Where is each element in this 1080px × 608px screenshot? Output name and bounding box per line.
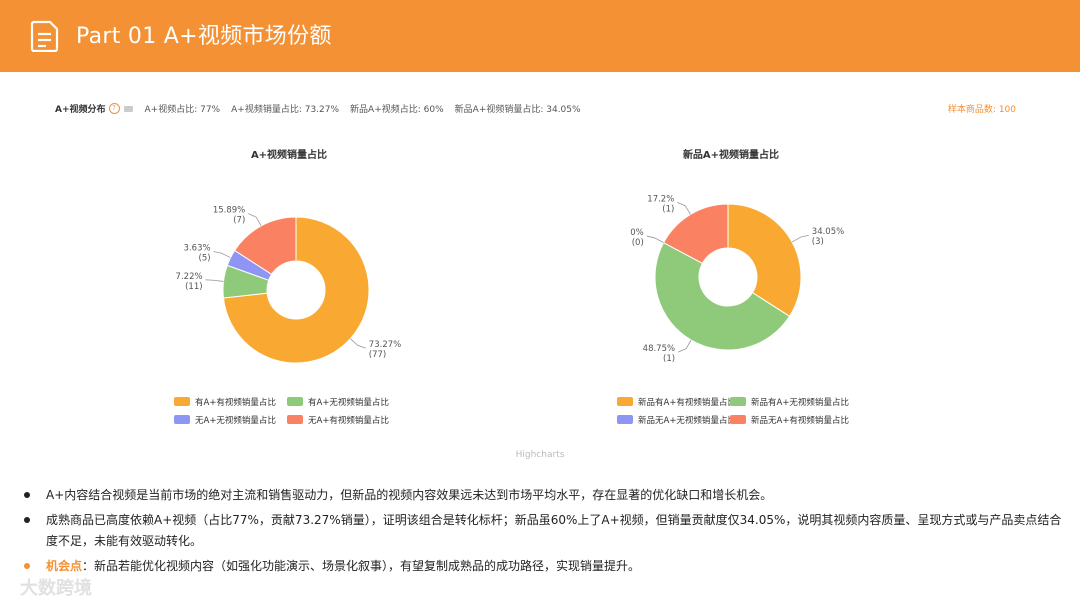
watermark-logo: 大数跨境 xyxy=(20,578,92,599)
pie-slice[interactable] xyxy=(662,203,729,265)
stats-label: A+视频分布 xyxy=(55,105,106,115)
legend-label: 有A+有视频销量占比 xyxy=(195,397,276,408)
data-count: (11) xyxy=(185,282,202,292)
label-connector xyxy=(213,251,231,259)
label-connector xyxy=(205,279,224,282)
chart-credit[interactable]: Highcharts xyxy=(515,450,565,460)
bullet-text: A+内容结合视频是当前市场的绝对主流和销售驱动力，但新品的视频内容效果远未达到市… xyxy=(46,488,773,502)
data-count: (3) xyxy=(812,237,824,247)
bullet-text: 成熟商品已高度依赖A+视频（占比77%，贡献73.27%销量），证明该组合是转化… xyxy=(46,513,1062,548)
help-icon[interactable]: ? xyxy=(108,103,120,114)
legend-label: 无A+有视频销量占比 xyxy=(308,415,389,426)
document-icon xyxy=(30,20,59,52)
stat-item: 新品A+视频占比: 60% xyxy=(350,105,444,115)
legend-item[interactable]: 新品无A+无视频销量占比 xyxy=(617,415,736,426)
chart-title: 新品A+视频销量占比 xyxy=(683,148,779,161)
legend-item[interactable]: 新品有A+有视频销量占比 xyxy=(617,397,736,408)
data-label: 48.75% xyxy=(643,344,675,354)
legend-label: 新品无A+无视频销量占比 xyxy=(638,415,736,426)
data-label: 34.05% xyxy=(812,227,844,237)
data-label: 7.22% xyxy=(176,272,203,282)
legend-label: 无A+无视频销量占比 xyxy=(195,415,276,426)
page-title: Part 01 A+视频市场份额 xyxy=(76,24,332,49)
legend-item[interactable]: 有A+无视频销量占比 xyxy=(287,397,389,408)
data-count: (7) xyxy=(233,216,245,226)
label-connector xyxy=(646,235,664,243)
legend-swatch xyxy=(174,415,190,424)
legend-label: 有A+无视频销量占比 xyxy=(308,397,389,408)
list-item: A+内容结合视频是当前市场的绝对主流和销售驱动力，但新品的视频内容效果远未达到市… xyxy=(22,485,1062,506)
pie-slice[interactable] xyxy=(727,203,802,317)
legend-label: 新品有A+无视频销量占比 xyxy=(751,397,849,408)
data-label: 73.27% xyxy=(369,340,401,350)
insight-list: A+内容结合视频是当前市场的绝对主流和销售驱动力，但新品的视频内容效果远未达到市… xyxy=(22,485,1062,581)
label-connector xyxy=(677,202,691,215)
data-count: (5) xyxy=(199,253,211,263)
stats-bar: A+视频分布 ? A+视频占比: 77% A+视频销量占比: 73.27% 新品… xyxy=(55,102,592,115)
bullet-dot-icon xyxy=(24,492,30,498)
data-count: (1) xyxy=(662,204,674,214)
label-connector xyxy=(248,213,262,227)
data-count: (0) xyxy=(632,238,644,248)
pie-chart: A+视频销量占比 73.27%(77) 7.22%(11) 3.63%(5) 15.89… xyxy=(174,148,401,426)
pie-slice[interactable] xyxy=(222,216,370,364)
bullet-text: ：新品若能优化视频内容（如强化功能演示、场景化叙事），有望复制成熟品的成功路径，… xyxy=(82,559,641,573)
legend-swatch xyxy=(617,415,633,424)
pie-chart: 新品A+视频销量占比34.05%(3)48.75%(1)0%(0)17.2%(1… xyxy=(617,148,849,426)
legend-label: 新品有A+有视频销量占比 xyxy=(638,397,736,408)
chart-title: A+视频销量占比 xyxy=(251,148,327,161)
bullet-dot-icon xyxy=(24,563,30,569)
stat-item: 新品A+视频销量占比: 34.05% xyxy=(454,105,581,115)
data-label: 0% xyxy=(630,228,644,238)
video-icon xyxy=(123,105,133,112)
pie-slice[interactable] xyxy=(654,241,791,351)
legend-item[interactable]: 无A+有视频销量占比 xyxy=(287,415,389,426)
legend-item[interactable]: 无A+无视频销量占比 xyxy=(174,415,276,426)
legend-item[interactable]: 新品无A+有视频销量占比 xyxy=(730,415,849,426)
stat-item: A+视频占比: 77% xyxy=(144,105,221,115)
legend-item[interactable]: 有A+有视频销量占比 xyxy=(174,397,276,408)
list-item: 成熟商品已高度依赖A+视频（占比77%，贡献73.27%销量），证明该组合是转化… xyxy=(22,510,1062,552)
stat-item: A+视频销量占比: 73.27% xyxy=(231,105,340,115)
sample-count: 样本商品数: 100 xyxy=(947,105,1016,115)
legend-swatch xyxy=(174,397,190,406)
legend-swatch xyxy=(287,415,303,424)
data-label: 17.2% xyxy=(647,194,674,204)
label-connector xyxy=(677,339,692,353)
page-header: Part 01 A+视频市场份额 xyxy=(0,0,1080,72)
legend-item[interactable]: 新品有A+无视频销量占比 xyxy=(730,397,849,408)
charts-area: A+视频销量占比 73.27%(77) 7.22%(11) 3.63%(5) 15.89… xyxy=(174,148,849,426)
legend-label: 新品无A+有视频销量占比 xyxy=(751,415,849,426)
data-label: 15.89% xyxy=(213,206,245,216)
data-count: (1) xyxy=(663,354,675,364)
data-count: (77) xyxy=(369,350,386,360)
list-item: 机会点：新品若能优化视频内容（如强化功能演示、场景化叙事），有望复制成熟品的成功… xyxy=(22,556,1062,577)
label-connector xyxy=(791,234,809,243)
pie-slice[interactable] xyxy=(233,216,297,275)
legend-swatch xyxy=(730,415,746,424)
bullet-dot-icon xyxy=(24,517,30,523)
bullet-key: 机会点 xyxy=(46,559,83,573)
legend-swatch xyxy=(617,397,633,406)
legend-swatch xyxy=(287,397,303,406)
data-label: 3.63% xyxy=(184,243,211,253)
label-connector xyxy=(350,338,366,349)
legend-swatch xyxy=(730,397,746,406)
